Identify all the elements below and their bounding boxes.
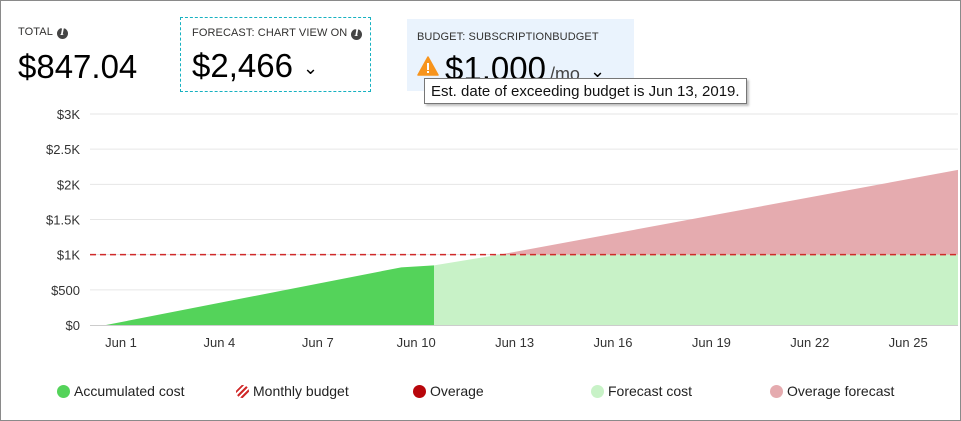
legend-label: Overage	[430, 383, 484, 399]
chart-areas	[106, 169, 958, 325]
forecast-area	[434, 254, 958, 325]
budget-label: BUDGET: SUBSCRIPTIONBUDGET	[417, 31, 599, 43]
axis-ticks: $0 $500 $1K $1.5K $2K $2.5K $3K Jun 1 Jun 4 Jun 7…	[46, 107, 928, 350]
legend-label: Accumulated cost	[74, 383, 185, 399]
legend-label: Forecast cost	[608, 383, 693, 399]
x-tick-label: Jun 16	[593, 335, 632, 350]
chevron-down-icon: ⌄	[589, 61, 606, 81]
legend-label: Monthly budget	[253, 383, 349, 399]
legend-swatch	[413, 384, 426, 398]
legend-forecast-cost[interactable]: Forecast cost	[591, 383, 692, 399]
legend-swatch	[236, 384, 249, 398]
legend-label: Overage forecast	[787, 383, 895, 399]
legend-swatch	[57, 384, 70, 398]
chevron-down-icon: ⌄	[302, 58, 319, 78]
budget-exceed-tooltip: Est. date of exceeding budget is Jun 13,…	[424, 78, 747, 104]
x-tick-label: Jun 25	[889, 335, 928, 350]
y-tick-label: $3K	[57, 107, 80, 122]
total-label: TOTAL	[18, 26, 53, 38]
y-tick-label: $0	[66, 318, 80, 333]
legend-overage-forecast[interactable]: Overage forecast	[770, 383, 894, 399]
forecast-kpi-button[interactable]: FORECAST: CHART VIEW ON i $2,466 ⌄	[180, 17, 371, 92]
x-tick-label: Jun 19	[692, 335, 731, 350]
y-tick-label: $2.5K	[46, 142, 80, 157]
y-tick-label: $1.5K	[46, 213, 80, 228]
x-tick-label: Jun 1	[105, 335, 137, 350]
y-tick-label: $500	[51, 283, 80, 298]
legend-overage[interactable]: Overage	[413, 383, 484, 399]
chart-legend: Accumulated cost Monthly budget Overage …	[0, 383, 961, 401]
x-tick-label: Jun 22	[790, 335, 829, 350]
legend-swatch	[770, 384, 783, 398]
info-icon[interactable]: i	[56, 28, 68, 39]
forecast-value: $2,466	[192, 47, 293, 84]
total-kpi: TOTAL i $847.04	[18, 26, 137, 85]
x-tick-label: Jun 7	[302, 335, 334, 350]
x-tick-label: Jun 13	[495, 335, 534, 350]
warning-icon	[417, 47, 439, 83]
forecast-label: FORECAST: CHART VIEW ON	[192, 27, 348, 39]
overage-forecast-area	[499, 169, 958, 255]
legend-monthly-budget[interactable]: Monthly budget	[236, 383, 349, 399]
legend-swatch	[591, 384, 604, 398]
accumulated-cost-area	[106, 265, 434, 325]
info-icon[interactable]: i	[351, 29, 363, 40]
legend-accumulated-cost[interactable]: Accumulated cost	[57, 383, 185, 399]
x-tick-label: Jun 4	[203, 335, 235, 350]
x-tick-label: Jun 10	[397, 335, 436, 350]
y-tick-label: $1K	[57, 248, 80, 263]
y-tick-label: $2K	[57, 177, 80, 192]
total-value: $847.04	[18, 48, 138, 85]
